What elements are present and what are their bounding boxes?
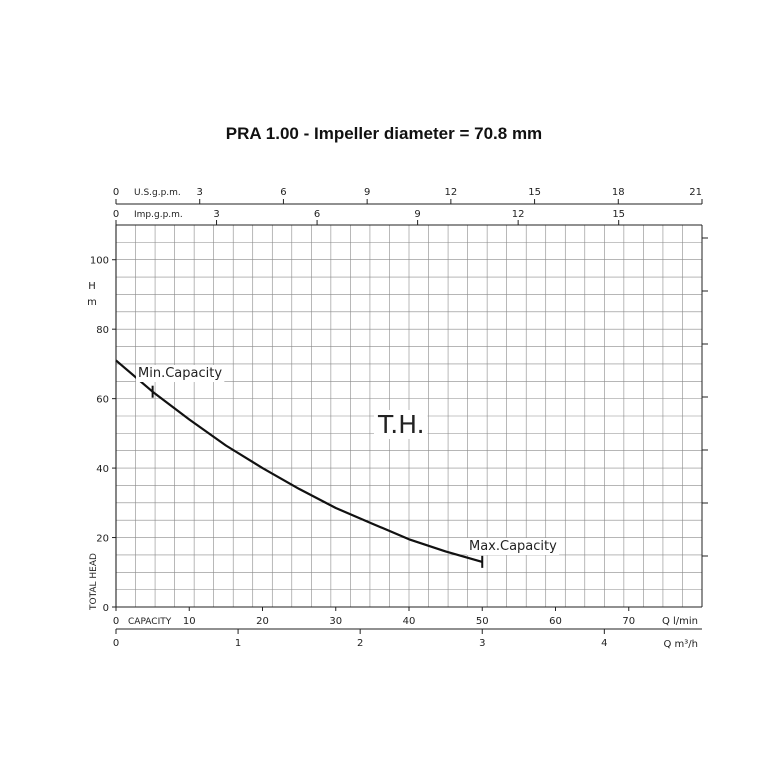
us-gpm-tick-label: 18 xyxy=(612,187,625,198)
us-gpm-tick-label: 21 xyxy=(689,187,702,198)
x-unit-m3h-label: Q m³/h xyxy=(663,639,698,650)
y-tick-label: 100 xyxy=(90,256,109,267)
us-gpm-tick-label: 9 xyxy=(364,187,370,198)
us-gpm-tick-label: 3 xyxy=(197,187,203,198)
imp-gpm-tick-label: 6 xyxy=(314,209,320,220)
us-gpm-tick-label: 12 xyxy=(444,187,457,198)
x-tick-label-lmin: 60 xyxy=(549,616,562,627)
annotations: U.S.g.p.m. Imp.g.p.m. CAPACITY Q l/min Q m³/… xyxy=(87,188,698,650)
y-tick-label: 0 xyxy=(103,603,109,614)
head-curve-line xyxy=(115,359,483,563)
x-tick-label-m3h: 2 xyxy=(357,638,363,649)
head-curve xyxy=(115,359,484,568)
min-capacity-label-bg xyxy=(136,365,225,382)
imp-gpm-tick-label: 0 xyxy=(113,209,119,220)
x-tick-label-lmin: 10 xyxy=(183,616,196,627)
imp-gpm-tick-label: 9 xyxy=(414,209,420,220)
x-tick-label-lmin: 20 xyxy=(256,616,269,627)
y-tick-label: 60 xyxy=(96,395,109,406)
axes xyxy=(115,203,708,630)
y-unit-m-label: m xyxy=(87,297,97,308)
x-unit-lmin-label: Q l/min xyxy=(662,616,698,627)
y-tick-label: 20 xyxy=(96,534,109,545)
y-tick-label: 40 xyxy=(96,464,109,475)
imp-gpm-axis-label: Imp.g.p.m. xyxy=(134,210,183,220)
x-tick-label-lmin: 70 xyxy=(622,616,635,627)
max-capacity-label-bg xyxy=(467,538,560,555)
us-gpm-tick-label: 6 xyxy=(280,187,286,198)
x-tick-label-m3h: 3 xyxy=(479,638,485,649)
us-gpm-tick-label: 0 xyxy=(113,187,119,198)
max-capacity-label: Max.Capacity xyxy=(469,539,557,554)
x-tick-label-lmin: 40 xyxy=(403,616,416,627)
grid xyxy=(115,224,703,608)
us-gpm-tick-label: 15 xyxy=(528,187,541,198)
y-tick-label: 80 xyxy=(96,325,109,336)
imp-gpm-tick-label: 12 xyxy=(512,209,525,220)
curve-label-bg xyxy=(374,410,428,439)
chart-title: PRA 1.00 - Impeller diameter = 70.8 mm xyxy=(225,124,543,143)
imp-gpm-tick-label: 3 xyxy=(213,209,219,220)
x-axis-label: CAPACITY xyxy=(128,617,172,627)
imp-gpm-tick-label: 15 xyxy=(612,209,625,220)
min-capacity-label: Min.Capacity xyxy=(138,366,222,381)
x-tick-label-lmin: 0 xyxy=(113,616,119,627)
x-tick-label-m3h: 1 xyxy=(235,638,241,649)
x-tick-label-lmin: 30 xyxy=(329,616,342,627)
y-axis-label: TOTAL HEAD xyxy=(89,553,99,611)
x-tick-label-lmin: 50 xyxy=(476,616,489,627)
us-gpm-axis-label: U.S.g.p.m. xyxy=(134,188,181,198)
x-tick-label-m3h: 0 xyxy=(113,638,119,649)
x-tick-label-m3h: 4 xyxy=(601,638,607,649)
curve-label: T.H. xyxy=(377,410,425,439)
y-unit-h-label: H xyxy=(88,281,96,292)
